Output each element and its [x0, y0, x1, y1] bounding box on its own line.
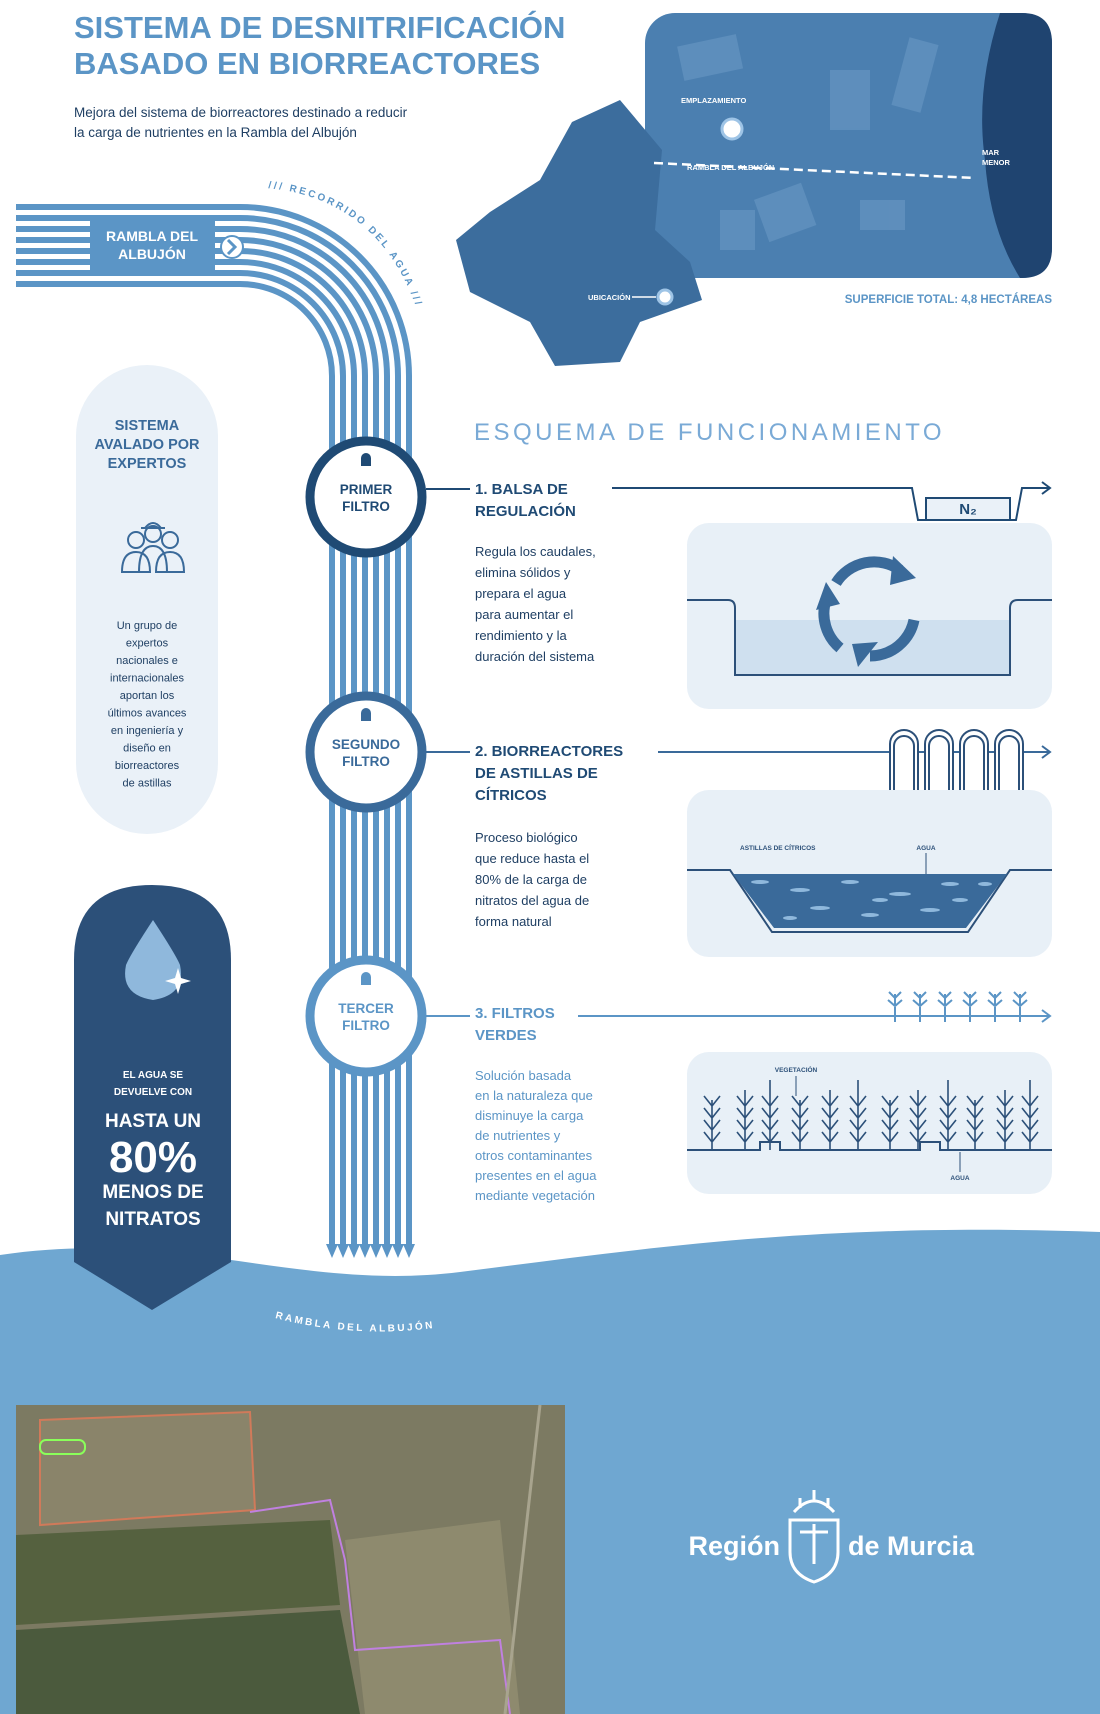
filter-label: PRIMER — [340, 482, 393, 497]
subtitle: la carga de nutrientes en la Rambla del … — [74, 125, 357, 140]
experts-title: AVALADO POR — [95, 437, 201, 453]
step-description: 80% de la carga de — [475, 872, 587, 887]
experts-description: diseño en — [123, 743, 171, 755]
callout-tail: MENOS DE — [102, 1182, 203, 1203]
step-title: 3. FILTROS — [475, 1005, 555, 1022]
diagram-label: AGUA — [916, 845, 935, 852]
map-location-label: UBICACIÓN — [588, 293, 631, 302]
step-description: presentes en el agua — [475, 1168, 597, 1183]
location-dot — [658, 290, 672, 304]
experts-description: últimos avances — [108, 708, 187, 720]
map-area-label: SUPERFICIE TOTAL: 4,8 HECTÁREAS — [845, 293, 1053, 306]
experts-description: nacionales e — [116, 655, 178, 667]
step-description: mediante vegetación — [475, 1188, 595, 1203]
reeds-icon — [888, 992, 1027, 1022]
logo-text: Región — [689, 1531, 781, 1561]
step-description: Regula los caudales, — [475, 544, 596, 559]
map-sea-label: MENOR — [982, 158, 1011, 167]
step-description: Solución basada — [475, 1068, 572, 1083]
pipe-arrow — [370, 1244, 382, 1258]
step-description: duración del sistema — [475, 649, 595, 664]
pipe-arrow — [381, 1244, 393, 1258]
step-description: en la naturaleza que — [475, 1088, 593, 1103]
step3-panel — [687, 1052, 1052, 1194]
experts-description: biorreactores — [115, 760, 180, 772]
callout-lead: HASTA UN — [105, 1111, 201, 1132]
inlet-arrow — [221, 236, 243, 258]
map-stream-label: RAMBLA DEL ALBUJÓN — [687, 163, 774, 172]
step-description: nitratos del agua de — [475, 893, 589, 908]
callout-figure: 80% — [109, 1133, 197, 1182]
step-title: 1. BALSA DE — [475, 481, 568, 498]
logo-text: de Murcia — [848, 1531, 975, 1561]
map-site-label: EMPLAZAMIENTO — [681, 96, 746, 105]
step-description: rendimiento y la — [475, 628, 568, 643]
experts-description: aportan los — [120, 690, 175, 702]
filter-label: SEGUNDO — [332, 737, 400, 752]
pipe-arrow — [337, 1244, 349, 1258]
experts-description: en ingeniería y — [111, 725, 184, 737]
step-description: otros contaminantes — [475, 1148, 593, 1163]
step1-panel — [687, 523, 1052, 709]
callout-tail: NITRATOS — [105, 1209, 200, 1230]
pipe-arrow — [403, 1244, 415, 1258]
pipe-arrow — [392, 1244, 404, 1258]
step-description: prepara el agua — [475, 586, 567, 601]
diagram-label: ASTILLAS DE CÍTRICOS — [740, 843, 816, 852]
diagram-label: N₂ — [959, 501, 977, 518]
scheme-title: ESQUEMA DE FUNCIONAMIENTO — [474, 419, 945, 446]
map-sea-label: MAR — [982, 148, 1000, 157]
step-description: forma natural — [475, 914, 552, 929]
step-description: disminuye la carga — [475, 1108, 584, 1123]
step-title: VERDES — [475, 1027, 537, 1044]
filter-label: FILTRO — [342, 499, 390, 514]
step-title: DE ASTILLAS DE — [475, 765, 598, 782]
step-title: 2. BIORREACTORES — [475, 743, 623, 760]
callout-intro: DEVUELVE CON — [114, 1087, 192, 1098]
pipe-arrow — [326, 1244, 338, 1258]
subtitle: Mejora del sistema de biorreactores dest… — [74, 105, 408, 120]
experts-title: SISTEMA — [115, 418, 180, 434]
filter-label: FILTRO — [342, 1018, 390, 1033]
diagram-label: VEGETACIÓN — [775, 1065, 818, 1074]
experts-description: Un grupo de — [117, 620, 178, 632]
inlet-label: RAMBLA DEL — [106, 228, 198, 244]
step-description: Proceso biológico — [475, 830, 578, 845]
step-description: elimina sólidos y — [475, 565, 571, 580]
site-dot — [722, 119, 742, 139]
callout-intro: EL AGUA SE — [123, 1070, 184, 1081]
filter-label: FILTRO — [342, 754, 390, 769]
step-description: que reduce hasta el — [475, 851, 589, 866]
experts-title: EXPERTOS — [108, 456, 187, 472]
filter-label: TERCER — [338, 1001, 394, 1016]
step-description: de nutrientes y — [475, 1128, 561, 1143]
step-title: CÍTRICOS — [475, 787, 547, 804]
experts-description: de astillas — [123, 778, 172, 790]
step-title: REGULACIÓN — [475, 502, 576, 520]
pipe-arrow — [359, 1244, 371, 1258]
step-description: para aumentar el — [475, 607, 573, 622]
infographic: SISTEMA DE DESNITRIFICACIÓNBASADO EN BIO… — [0, 0, 1100, 1714]
title: SISTEMA DE DESNITRIFICACIÓN — [74, 9, 565, 45]
diagram-label: AGUA — [950, 1175, 969, 1182]
experts-description: expertos — [126, 638, 169, 650]
page: {"header":{"title":["SISTEMA DE DESNITRI… — [0, 0, 1100, 1714]
experts-description: internacionales — [110, 673, 184, 685]
inlet-label: ALBUJÓN — [118, 245, 186, 262]
title: BASADO EN BIORREACTORES — [74, 46, 540, 81]
pipe-arrow — [348, 1244, 360, 1258]
